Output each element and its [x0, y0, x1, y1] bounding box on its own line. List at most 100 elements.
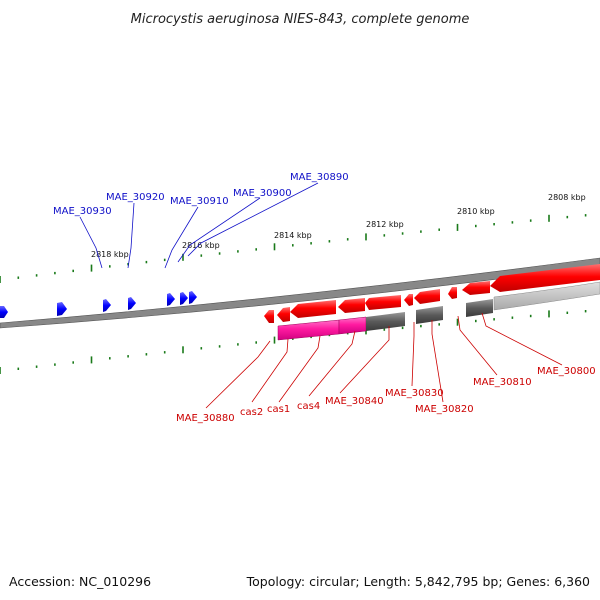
kbp-minor-tick [145, 353, 148, 356]
gene-cas1[interactable] [290, 300, 336, 318]
gene-label-top[interactable]: MAE_30900 [233, 188, 292, 199]
gene-MAE_30810[interactable] [448, 287, 457, 299]
cas-feature[interactable] [338, 316, 367, 335]
kbp-label: 2818 kbp [91, 250, 129, 259]
kbp-minor-tick [383, 328, 386, 331]
gene-label-top[interactable]: MAE_30930 [53, 206, 112, 217]
kbp-major-tick [182, 346, 184, 354]
kbp-labels: 2818 kbp 2816 kbp 2814 kbp 2812 kbp 2810… [91, 193, 586, 259]
kbp-minor-tick [163, 258, 166, 262]
kbp-minor-tick [401, 326, 404, 330]
kbp-minor-tick [493, 318, 495, 321]
grey-feature[interactable] [416, 306, 443, 324]
kbp-label: 2816 kbp [182, 241, 220, 250]
kbp-minor-tick [54, 363, 56, 366]
gene-MAE_30880[interactable] [264, 310, 274, 323]
gene-label-bottom[interactable]: cas1 [267, 404, 290, 415]
reverse-gene[interactable] [180, 292, 188, 305]
gene-cas2[interactable] [277, 307, 290, 322]
kbp-minor-tick [35, 274, 38, 277]
cas-feature[interactable] [277, 319, 340, 341]
kbp-minor-tick [584, 310, 587, 313]
gene-label-bottom[interactable]: cas2 [240, 407, 263, 418]
grey-feature[interactable] [466, 299, 493, 317]
reverse-gene[interactable] [0, 306, 8, 318]
kbp-minor-tick [420, 230, 422, 233]
gene-label-top[interactable]: MAE_30890 [290, 172, 349, 183]
kbp-minor-tick [109, 357, 111, 360]
gene-MAE_30840[interactable] [365, 295, 401, 310]
map-title: Microcystis aeruginosa NIES-843, complet… [131, 12, 470, 27]
grey-feature[interactable] [366, 312, 405, 331]
grey-track [493, 281, 600, 311]
gene-MAE_30800[interactable] [462, 281, 490, 295]
kbp-major-tick [90, 264, 93, 272]
accession-text: Accession: NC_010296 [9, 574, 151, 589]
kbp-minor-tick [72, 269, 74, 273]
kbp-minor-tick [420, 324, 422, 328]
kbp-major-tick [548, 310, 550, 318]
reverse-gene[interactable] [167, 293, 175, 306]
gene-label-bottom[interactable]: MAE_30810 [473, 377, 532, 388]
kbp-label: 2808 kbp [548, 193, 586, 202]
kbp-minor-tick [72, 361, 74, 364]
reverse-gene[interactable] [128, 297, 136, 310]
gene-label-bottom[interactable]: MAE_30800 [537, 366, 596, 377]
kbp-minor-tick [255, 248, 257, 251]
kbp-minor-tick [218, 252, 221, 255]
reverse-strand-genes [0, 291, 197, 318]
reverse-gene[interactable] [57, 302, 67, 316]
gene-MAE_30820[interactable] [414, 289, 440, 304]
top-label-leaders [79, 182, 319, 269]
kbp-minor-tick [328, 240, 331, 243]
bottom-label-leaders [205, 312, 563, 409]
kbp-minor-tick [566, 215, 569, 219]
kbp-label: 2814 kbp [274, 231, 312, 240]
kbp-minor-tick [35, 365, 38, 368]
gene-label-bottom[interactable]: MAE_30880 [176, 413, 235, 424]
kbp-major-tick [548, 214, 550, 222]
gene-label-bottom[interactable]: MAE_30820 [415, 404, 474, 415]
kbp-major-tick [273, 243, 276, 251]
kbp-minor-tick [475, 319, 477, 323]
gene-label-bottom[interactable]: MAE_30840 [325, 396, 384, 407]
gene-MAE_30830[interactable] [404, 294, 413, 306]
kbp-major-tick [456, 318, 459, 326]
gene-label-top[interactable]: MAE_30910 [170, 196, 229, 207]
top-labels: MAE_30930 MAE_30920 MAE_30910 MAE_30900 … [53, 172, 349, 217]
kbp-minor-tick [54, 271, 56, 275]
gene-label-bottom[interactable]: cas4 [297, 401, 320, 412]
genome-backbone [0, 257, 600, 329]
gene-cas4[interactable] [338, 298, 365, 313]
kbp-minor-tick [237, 343, 239, 346]
kbp-minor-tick [493, 223, 495, 226]
kbp-minor-tick [529, 314, 532, 318]
gene-MAE_30800-b[interactable] [490, 264, 600, 292]
kbp-minor-tick [401, 232, 404, 235]
kbp-major-tick [456, 223, 459, 231]
kbp-minor-tick [438, 228, 440, 231]
gene-label-top[interactable]: MAE_30920 [106, 192, 165, 203]
kbp-minor-tick [200, 254, 203, 257]
kbp-minor-tick [566, 311, 569, 314]
kbp-major-tick [273, 336, 276, 344]
feature-row [277, 299, 493, 341]
kbp-minor-tick [584, 214, 587, 217]
kbp-minor-tick [17, 276, 20, 279]
kbp-minor-tick [346, 238, 349, 241]
kbp-minor-tick [475, 224, 477, 228]
kbp-minor-tick [310, 242, 312, 245]
forward-strand-genes [264, 264, 600, 323]
kbp-minor-tick [255, 341, 257, 344]
kbp-minor-tick [127, 263, 129, 266]
kbp-minor-tick [17, 367, 20, 370]
kbp-minor-tick [127, 355, 129, 358]
kbp-major-tick [0, 276, 1, 283]
reverse-gene[interactable] [189, 291, 197, 304]
kbp-minor-tick [237, 250, 239, 253]
reverse-gene[interactable] [103, 299, 111, 312]
gene-label-bottom[interactable]: MAE_30830 [385, 388, 444, 399]
bottom-labels: MAE_30880 cas2 cas1 cas4 MAE_30840 MAE_3… [176, 366, 596, 424]
kbp-minor-tick [218, 345, 221, 348]
